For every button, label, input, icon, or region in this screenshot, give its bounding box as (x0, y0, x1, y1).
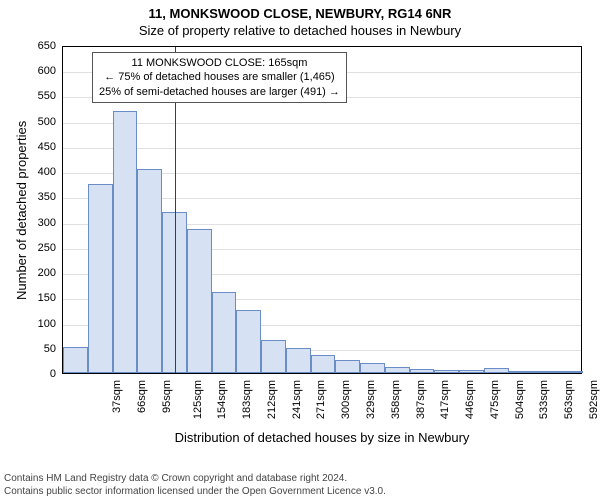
x-tick-label: 358sqm (390, 380, 402, 419)
x-tick-label: 183sqm (241, 380, 253, 419)
y-tick-label: 0 (0, 368, 56, 380)
x-tick-label: 125sqm (192, 380, 204, 419)
x-tick-label: 154sqm (217, 380, 229, 419)
footer-line-1: Contains HM Land Registry data © Crown c… (4, 473, 386, 486)
x-tick-label: 446sqm (464, 380, 476, 419)
y-tick-label: 550 (0, 90, 56, 102)
x-tick-label: 592sqm (588, 380, 600, 419)
x-tick-label: 504sqm (514, 380, 526, 419)
histogram-bar (311, 355, 336, 373)
y-tick-label: 200 (0, 267, 56, 279)
x-tick-label: 95sqm (161, 380, 173, 413)
y-tick-label: 400 (0, 166, 56, 178)
y-tick-label: 150 (0, 292, 56, 304)
x-tick-label: 241sqm (291, 380, 303, 419)
histogram-bar (113, 111, 138, 373)
y-tick-label: 500 (0, 116, 56, 128)
x-tick-label: 271sqm (316, 380, 328, 419)
x-tick-label: 563sqm (563, 380, 575, 419)
x-tick-label: 387sqm (415, 380, 427, 419)
histogram-bar (360, 363, 385, 373)
annotation-line-1: 11 MONKSWOOD CLOSE: 165sqm (99, 56, 340, 70)
y-tick-label: 50 (0, 343, 56, 355)
y-tick-label: 450 (0, 141, 56, 153)
x-tick-label: 417sqm (439, 380, 451, 419)
histogram-bar (261, 340, 286, 373)
annotation-line-2: ← 75% of detached houses are smaller (1,… (99, 70, 340, 84)
histogram-bar (187, 229, 212, 373)
histogram-bar (335, 360, 360, 373)
annotation-box: 11 MONKSWOOD CLOSE: 165sqm ← 75% of deta… (92, 52, 347, 103)
histogram-bar (484, 368, 509, 373)
gridline (63, 123, 581, 124)
x-axis-title: Distribution of detached houses by size … (62, 430, 582, 445)
main-title: 11, MONKSWOOD CLOSE, NEWBURY, RG14 6NR (0, 6, 600, 21)
histogram-bar (236, 310, 261, 373)
histogram-bar (558, 371, 583, 373)
footer: Contains HM Land Registry data © Crown c… (4, 473, 386, 498)
y-tick-label: 250 (0, 242, 56, 254)
sub-title: Size of property relative to detached ho… (0, 23, 600, 38)
x-tick-label: 300sqm (340, 380, 352, 419)
x-tick-label: 329sqm (365, 380, 377, 419)
histogram-bar (88, 184, 113, 373)
histogram-bar (434, 370, 459, 373)
histogram-bar (410, 369, 435, 373)
y-tick-label: 100 (0, 318, 56, 330)
histogram-bar (509, 371, 534, 373)
y-tick-label: 350 (0, 191, 56, 203)
histogram-bar (286, 348, 311, 373)
histogram-bar (385, 367, 410, 373)
gridline (63, 148, 581, 149)
annotation-line-3: 25% of semi-detached houses are larger (… (99, 85, 340, 99)
x-tick-label: 66sqm (136, 380, 148, 413)
histogram-bar (137, 169, 162, 373)
x-tick-label: 533sqm (538, 380, 550, 419)
x-tick-label: 475sqm (489, 380, 501, 419)
x-tick-label: 37sqm (111, 380, 123, 413)
y-tick-label: 300 (0, 217, 56, 229)
x-tick-label: 212sqm (266, 380, 278, 419)
histogram-bar (63, 347, 88, 373)
y-tick-label: 650 (0, 40, 56, 52)
y-tick-label: 600 (0, 65, 56, 77)
histogram-bar (459, 370, 484, 373)
footer-line-2: Contains public sector information licen… (4, 486, 386, 499)
histogram-bar (212, 292, 237, 373)
histogram-bar (533, 371, 558, 373)
